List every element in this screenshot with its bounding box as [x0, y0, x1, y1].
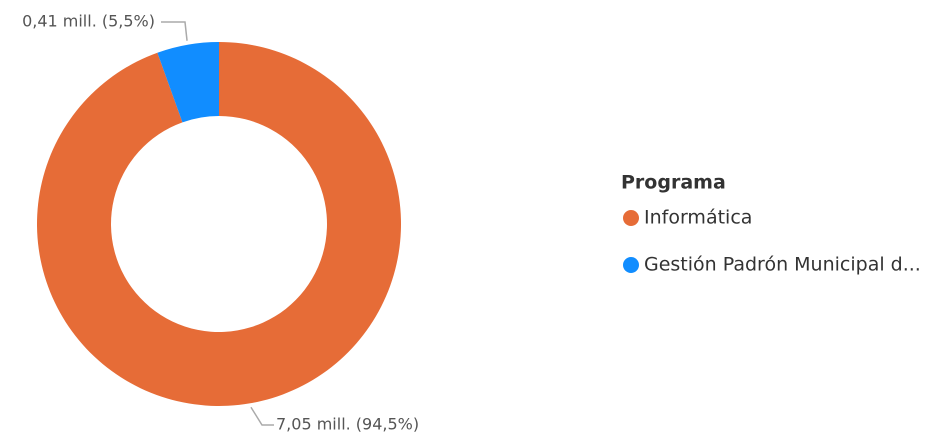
legend-marker [623, 257, 639, 273]
legend-label: Gestión Padrón Municipal d... [644, 254, 921, 276]
data-label: 7,05 mill. (94,5%) [276, 415, 419, 434]
leader-line [161, 21, 188, 41]
data-label: 0,41 mill. (5,5%) [22, 12, 155, 31]
donut-slice [157, 42, 219, 123]
legend-title: Programa [621, 172, 726, 194]
leader-line [250, 406, 274, 426]
donut-slice [37, 42, 402, 407]
legend-label: Informática [644, 207, 752, 229]
legend-marker [623, 210, 639, 226]
